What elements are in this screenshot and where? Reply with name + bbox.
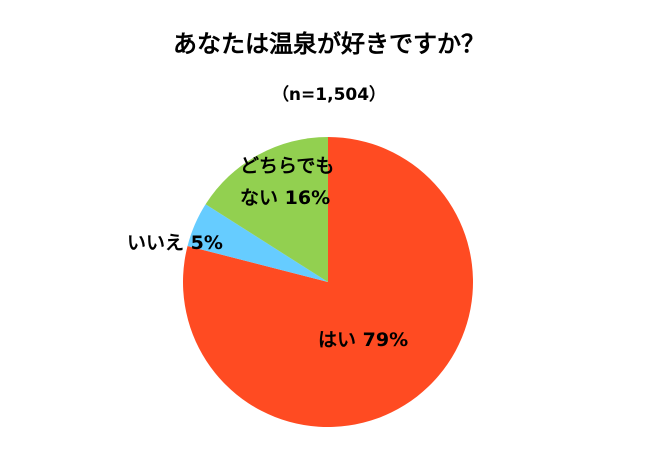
category-label: どちらでもない	[240, 155, 335, 209]
slice-label: いいえ 5%	[127, 227, 267, 259]
slice-label: はい 79%	[318, 324, 458, 356]
pie-slice	[187, 204, 328, 282]
value-label: 16%	[284, 187, 331, 209]
value-label: 79%	[362, 329, 409, 351]
chart-subtitle: （n=1,504）	[272, 84, 386, 105]
chart-title: あなたは温泉が好きですか？	[173, 30, 485, 58]
slice-label: どちらでもない 16%	[240, 150, 346, 214]
category-label: はい	[318, 329, 357, 351]
category-label: いいえ	[127, 232, 185, 254]
value-label: 5%	[190, 232, 223, 254]
pie-slice	[205, 137, 328, 282]
